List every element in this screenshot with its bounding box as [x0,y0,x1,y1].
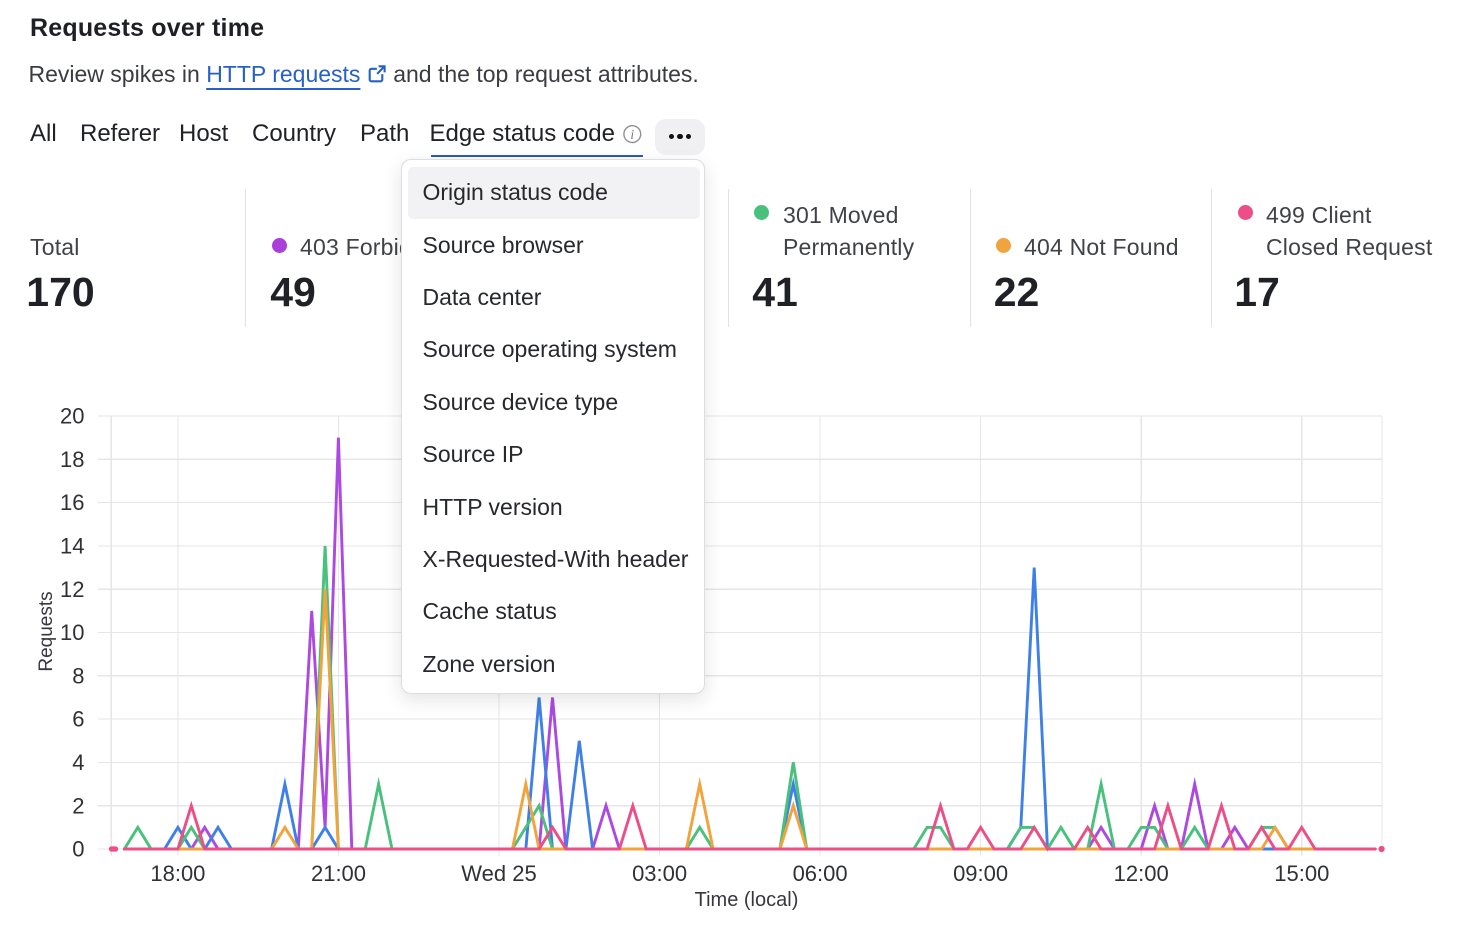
svg-text:09:00: 09:00 [953,861,1008,886]
svg-text:16: 16 [60,490,84,515]
svg-text:03:00: 03:00 [632,861,687,886]
svg-text:10: 10 [60,620,84,645]
svg-text:18:00: 18:00 [150,861,205,886]
svg-text:18: 18 [60,447,84,472]
svg-text:15:00: 15:00 [1274,861,1329,886]
svg-text:2: 2 [72,793,84,818]
svg-text:i: i [630,127,634,142]
svg-text:Requests: Requests [36,591,57,671]
svg-text:21:00: 21:00 [311,861,366,886]
svg-text:06:00: 06:00 [793,861,848,886]
svg-text:0: 0 [72,837,84,862]
svg-text:4: 4 [72,750,84,775]
svg-text:Time (local): Time (local) [695,889,799,911]
svg-text:8: 8 [72,663,84,688]
svg-text:20: 20 [60,404,84,429]
svg-text:14: 14 [60,534,84,559]
svg-text:12:00: 12:00 [1114,861,1169,886]
svg-text:Wed 25: Wed 25 [461,861,536,886]
svg-text:6: 6 [72,707,84,732]
svg-text:12: 12 [60,577,84,602]
